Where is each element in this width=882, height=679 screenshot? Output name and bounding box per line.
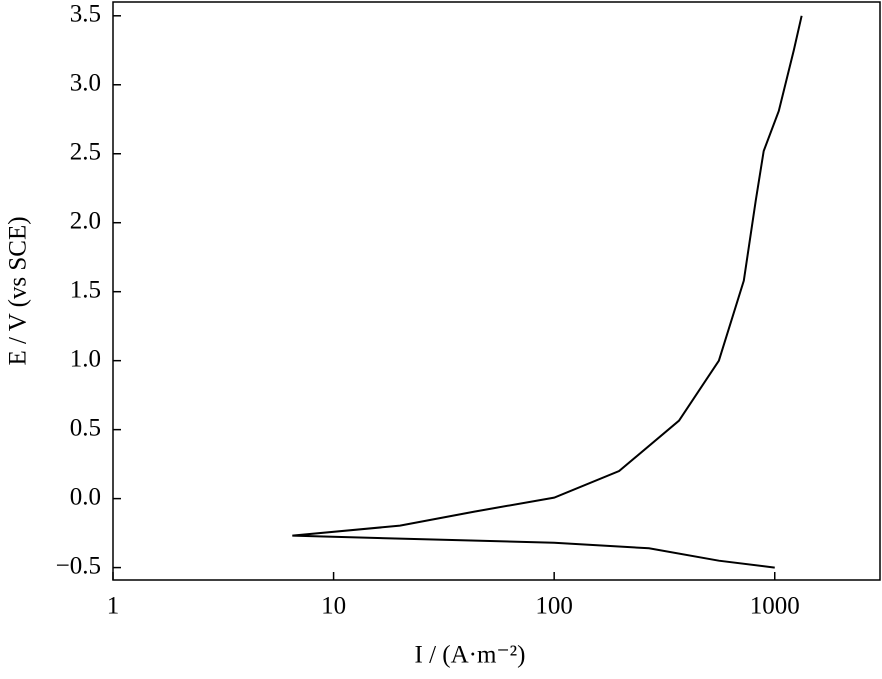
y-tick-label: 3.5 bbox=[70, 1, 101, 28]
y-tick-label: 1.5 bbox=[70, 276, 101, 303]
y-tick-label: 1.0 bbox=[70, 345, 101, 372]
y-tick-label: 0.5 bbox=[70, 414, 101, 441]
x-tick-label: 1000 bbox=[750, 593, 800, 620]
x-tick-label: 10 bbox=[321, 593, 346, 620]
x-axis-label: I / (A·m⁻²) bbox=[415, 642, 526, 669]
x-tick-label: 100 bbox=[535, 593, 573, 620]
data-line bbox=[292, 15, 803, 569]
plot-frame bbox=[112, 1, 881, 581]
y-tick-label: −0.5 bbox=[56, 552, 101, 579]
y-tick-label: 2.5 bbox=[70, 138, 101, 165]
y-axis-label: E / V (vs SCE) bbox=[5, 216, 32, 365]
y-tick-label: 0.0 bbox=[70, 483, 101, 510]
y-tick-label: 2.0 bbox=[70, 207, 101, 234]
x-tick-label: 1 bbox=[107, 593, 120, 620]
y-tick-label: 3.0 bbox=[70, 70, 101, 97]
